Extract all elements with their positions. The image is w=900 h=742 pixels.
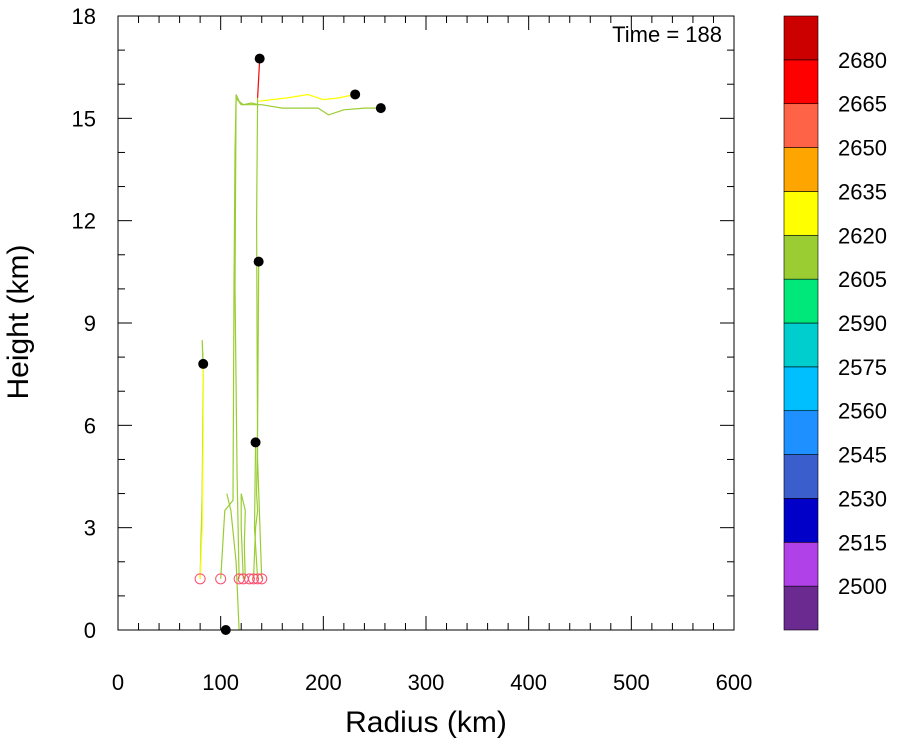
plot-frame xyxy=(117,15,735,631)
trajectory-line xyxy=(258,93,356,102)
x-tick-label: 100 xyxy=(202,670,239,695)
start-marker xyxy=(215,573,227,585)
y-tick-labels: 0 3 6 9 12 15 18 xyxy=(72,4,96,643)
y-axis-label: Height (km) xyxy=(2,244,35,399)
colorbar-label: 2575 xyxy=(838,355,887,380)
trajectory-line xyxy=(199,363,204,579)
colorbar-label: 2590 xyxy=(838,311,887,336)
trajectory-line xyxy=(253,442,259,579)
colorbar-label: 2620 xyxy=(838,223,887,248)
colorbar-label: 2680 xyxy=(838,48,887,73)
end-marker xyxy=(250,437,261,448)
colorbar-swatch xyxy=(783,454,819,499)
end-marker xyxy=(350,89,361,100)
colorbar-swatch xyxy=(783,147,819,192)
start-marker xyxy=(243,573,255,585)
axis-ticks xyxy=(117,15,735,631)
x-tick-label: 200 xyxy=(305,670,342,695)
y-tick-label: 12 xyxy=(72,209,96,234)
colorbar-swatch xyxy=(783,191,819,236)
end-marker xyxy=(375,103,386,114)
trajectory-line xyxy=(240,493,246,579)
colorbar-label: 2605 xyxy=(838,267,887,292)
trajectory-line xyxy=(226,493,240,631)
start-marker xyxy=(248,573,260,585)
y-tick-label: 15 xyxy=(72,106,96,131)
x-tick-label: 600 xyxy=(716,670,753,695)
colorbar-label: 2515 xyxy=(838,530,887,555)
colorbar-swatch xyxy=(783,322,819,368)
trajectory-markers xyxy=(194,53,386,635)
y-tick-label: 6 xyxy=(84,413,96,438)
x-tick-label: 300 xyxy=(408,670,445,695)
x-tick-label: 500 xyxy=(613,670,650,695)
x-tick-labels: 0 100 200 300 400 500 600 xyxy=(112,670,752,695)
start-marker xyxy=(194,573,206,585)
colorbar-swatch xyxy=(783,541,819,587)
colorbar-swatch xyxy=(783,498,819,543)
y-tick-label: 3 xyxy=(84,516,96,541)
start-marker xyxy=(256,573,268,585)
x-tick-label: 400 xyxy=(510,670,547,695)
colorbar-swatch xyxy=(783,410,819,455)
x-axis-label: Radius (km) xyxy=(345,706,507,739)
colorbar-label: 2545 xyxy=(838,443,887,468)
colorbar-swatch xyxy=(783,234,819,280)
end-marker xyxy=(198,358,209,369)
colorbar-label: 2530 xyxy=(838,486,887,511)
colorbar-swatch xyxy=(783,585,819,631)
colorbar-swatch xyxy=(783,366,819,412)
y-tick-label: 0 xyxy=(84,618,96,643)
trajectory-lines xyxy=(199,58,381,631)
x-tick-label: 0 xyxy=(112,670,124,695)
trajectory-line xyxy=(255,97,263,579)
colorbar-label: 2500 xyxy=(838,574,887,599)
colorbar-swatch xyxy=(783,103,819,148)
time-annotation: Time = 188 xyxy=(612,22,722,47)
trajectory-line xyxy=(220,96,381,579)
colorbar-swatch xyxy=(783,278,819,324)
y-tick-label: 9 xyxy=(84,311,96,336)
colorbar-label: 2635 xyxy=(838,179,887,204)
end-marker xyxy=(253,256,264,267)
start-marker xyxy=(252,573,264,585)
end-marker xyxy=(254,53,265,64)
colorbar-label: 2560 xyxy=(838,399,887,424)
colorbar-label: 2665 xyxy=(838,92,887,117)
trajectory-line xyxy=(257,58,261,98)
y-tick-label: 18 xyxy=(72,4,96,29)
colorbar: 2500 2515 2530 2545 2560 2575 2590 2605 2620 2635… xyxy=(783,15,887,631)
trajectory-line xyxy=(234,94,259,579)
colorbar-swatch xyxy=(783,15,819,61)
colorbar-label: 2650 xyxy=(838,136,887,161)
colorbar-swatch xyxy=(783,59,819,105)
